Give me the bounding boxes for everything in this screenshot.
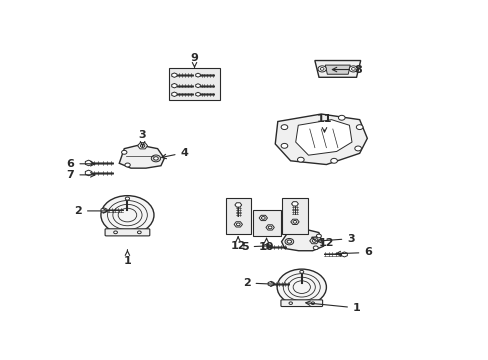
- Circle shape: [356, 125, 362, 130]
- Circle shape: [354, 146, 361, 151]
- Text: 5: 5: [241, 242, 271, 252]
- Text: 2: 2: [74, 206, 107, 216]
- Text: 12: 12: [230, 237, 245, 251]
- Text: 7: 7: [66, 170, 95, 180]
- Text: 1: 1: [123, 250, 131, 266]
- Circle shape: [348, 66, 357, 72]
- Polygon shape: [262, 244, 268, 249]
- Circle shape: [140, 144, 144, 147]
- Polygon shape: [290, 219, 299, 225]
- Polygon shape: [234, 222, 242, 227]
- Polygon shape: [291, 202, 298, 206]
- FancyBboxPatch shape: [252, 210, 280, 236]
- Polygon shape: [171, 73, 177, 77]
- Polygon shape: [281, 229, 323, 251]
- Circle shape: [268, 226, 271, 229]
- Circle shape: [316, 234, 321, 238]
- Circle shape: [151, 155, 160, 162]
- Circle shape: [125, 197, 129, 200]
- Polygon shape: [275, 114, 366, 165]
- Text: 12: 12: [311, 237, 334, 248]
- Polygon shape: [195, 73, 200, 77]
- Text: 2: 2: [243, 278, 274, 288]
- Circle shape: [281, 125, 287, 130]
- Circle shape: [153, 157, 158, 160]
- FancyBboxPatch shape: [105, 229, 149, 236]
- Circle shape: [310, 302, 314, 305]
- Circle shape: [320, 68, 324, 70]
- Text: 4: 4: [162, 148, 188, 159]
- FancyBboxPatch shape: [280, 300, 322, 306]
- Text: 6: 6: [66, 159, 95, 169]
- Polygon shape: [314, 60, 360, 77]
- Circle shape: [124, 163, 130, 167]
- Polygon shape: [259, 215, 267, 221]
- Text: 3: 3: [139, 130, 146, 146]
- Circle shape: [261, 217, 264, 219]
- Polygon shape: [195, 84, 200, 87]
- Circle shape: [114, 231, 117, 234]
- Polygon shape: [309, 238, 318, 244]
- Circle shape: [288, 302, 292, 305]
- Text: 10: 10: [258, 238, 274, 252]
- Circle shape: [292, 220, 296, 223]
- Text: 11: 11: [316, 114, 331, 132]
- Circle shape: [277, 269, 326, 305]
- Polygon shape: [101, 208, 107, 213]
- Polygon shape: [267, 281, 273, 286]
- Circle shape: [297, 157, 304, 162]
- Circle shape: [313, 246, 318, 249]
- Polygon shape: [265, 225, 274, 230]
- Circle shape: [236, 223, 240, 226]
- Text: 9: 9: [190, 53, 198, 67]
- Polygon shape: [85, 160, 92, 166]
- Circle shape: [101, 195, 154, 234]
- Text: 3: 3: [317, 234, 354, 244]
- Circle shape: [330, 158, 337, 163]
- Polygon shape: [195, 93, 200, 96]
- Polygon shape: [295, 120, 351, 155]
- Circle shape: [351, 68, 355, 70]
- Circle shape: [312, 239, 316, 242]
- Circle shape: [122, 150, 127, 154]
- Text: 1: 1: [305, 301, 360, 313]
- Polygon shape: [138, 143, 147, 149]
- Circle shape: [317, 66, 325, 72]
- Text: 6: 6: [335, 247, 371, 257]
- Polygon shape: [171, 92, 177, 96]
- FancyBboxPatch shape: [169, 68, 220, 100]
- Circle shape: [281, 143, 287, 148]
- Circle shape: [299, 270, 303, 273]
- Polygon shape: [341, 252, 346, 257]
- Circle shape: [285, 238, 293, 245]
- Circle shape: [338, 115, 345, 120]
- FancyBboxPatch shape: [225, 198, 250, 234]
- Text: 8: 8: [332, 64, 362, 75]
- Polygon shape: [85, 170, 92, 176]
- FancyBboxPatch shape: [281, 198, 307, 234]
- Polygon shape: [171, 84, 177, 88]
- Polygon shape: [325, 65, 349, 74]
- Polygon shape: [234, 203, 241, 207]
- Polygon shape: [119, 145, 164, 168]
- Circle shape: [286, 240, 291, 243]
- Circle shape: [137, 231, 141, 234]
